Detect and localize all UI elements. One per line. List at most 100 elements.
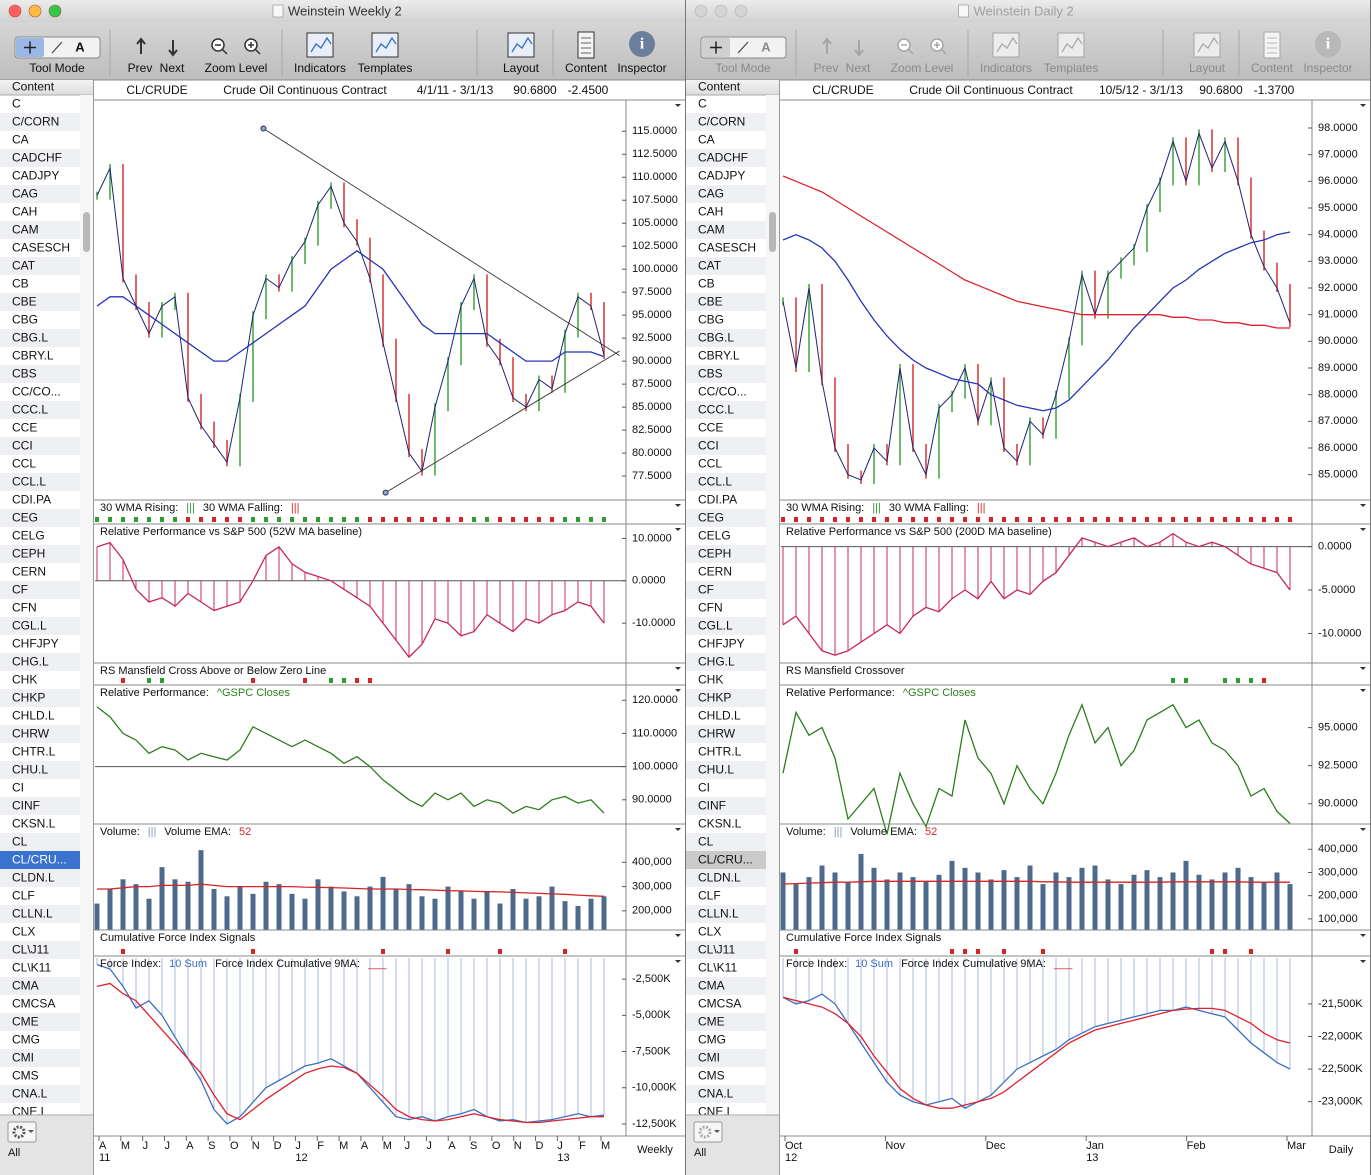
symbol-row[interactable] <box>686 437 766 455</box>
scroll-knob[interactable] <box>769 212 776 252</box>
toolbar-icon[interactable] <box>507 32 535 58</box>
symbol-row[interactable] <box>0 275 80 293</box>
symbol-row[interactable] <box>686 869 766 887</box>
symbol-row[interactable] <box>0 383 80 401</box>
symbol-row[interactable] <box>0 167 80 185</box>
symbol-row[interactable] <box>686 851 766 869</box>
symbol[interactable]: CBS <box>698 367 723 381</box>
toolbar-icon[interactable] <box>1057 32 1085 58</box>
symbol-row[interactable] <box>0 311 80 329</box>
symbol[interactable]: CLX <box>698 925 721 939</box>
symbol[interactable]: CMS <box>12 1069 39 1083</box>
symbol-row[interactable] <box>686 95 766 113</box>
symbol-row[interactable] <box>0 707 80 725</box>
window-button[interactable] <box>28 4 42 18</box>
symbol-row[interactable] <box>686 491 766 509</box>
window-button[interactable] <box>8 4 22 18</box>
toolbar-label[interactable]: Zoom <box>205 61 236 75</box>
symbol-row[interactable] <box>686 797 766 815</box>
symbol-row[interactable] <box>686 1067 766 1085</box>
symbol[interactable]: CEPH <box>12 547 45 561</box>
toolbar-label[interactable]: Level <box>239 61 268 75</box>
symbol[interactable]: CEPH <box>698 547 731 561</box>
symbol[interactable]: CAT <box>12 259 36 273</box>
symbol-row[interactable] <box>0 401 80 419</box>
symbol-row[interactable] <box>0 473 80 491</box>
symbol-row[interactable] <box>686 131 766 149</box>
symbol[interactable]: CBRY.L <box>698 349 740 363</box>
symbol-row[interactable] <box>686 329 766 347</box>
symbol[interactable]: CHKP <box>698 691 731 705</box>
window-button[interactable] <box>694 4 708 18</box>
symbol-row[interactable] <box>0 617 80 635</box>
pane-menu[interactable] <box>1360 504 1366 507</box>
symbol-row[interactable] <box>686 887 766 905</box>
toolbar-label[interactable]: Tool Mode <box>29 61 85 75</box>
toolbar-label[interactable]: Content <box>1251 61 1294 75</box>
symbol-row[interactable] <box>686 275 766 293</box>
pane-menu[interactable] <box>1360 104 1366 107</box>
symbol-row[interactable] <box>686 167 766 185</box>
symbol[interactable]: CERN <box>698 565 732 579</box>
symbol-row[interactable] <box>0 725 80 743</box>
symbol[interactable]: CBE <box>698 295 723 309</box>
symbol-row[interactable] <box>0 113 80 131</box>
symbol[interactable]: CNA.L <box>698 1087 734 1101</box>
symbol[interactable]: CLLN.L <box>12 907 53 921</box>
symbol[interactable]: CB <box>698 277 715 291</box>
symbol-row[interactable] <box>686 977 766 995</box>
tool-mode-control[interactable]: A <box>700 36 787 59</box>
symbol[interactable]: CEG <box>698 511 724 525</box>
symbol[interactable]: CMI <box>698 1051 720 1065</box>
symbol[interactable]: CBS <box>12 367 37 381</box>
pane-menu[interactable] <box>675 104 681 107</box>
symbol-row[interactable] <box>686 1031 766 1049</box>
symbol[interactable]: CDI.PA <box>12 493 51 507</box>
symbol-row[interactable] <box>686 293 766 311</box>
symbol[interactable]: CL\K11 <box>698 961 737 975</box>
symbol-row[interactable] <box>0 995 80 1013</box>
symbol-row[interactable] <box>0 185 80 203</box>
symbol[interactable]: CLDN.L <box>698 871 741 885</box>
symbol-row[interactable] <box>0 815 80 833</box>
symbol[interactable]: CGL.L <box>12 619 47 633</box>
symbol-row[interactable] <box>0 833 80 851</box>
symbol[interactable]: CF <box>698 583 714 597</box>
toolbar-label[interactable]: Indicators <box>294 61 346 75</box>
symbol-row[interactable] <box>0 419 80 437</box>
content-icon[interactable] <box>577 31 595 59</box>
pane-menu[interactable] <box>675 689 681 692</box>
toolbar-icon[interactable] <box>371 32 399 58</box>
symbol[interactable]: CERN <box>12 565 46 579</box>
symbol[interactable]: C <box>12 97 21 111</box>
symbol-row[interactable] <box>686 1013 766 1031</box>
symbol[interactable]: CNA.L <box>12 1087 48 1101</box>
symbol[interactable]: CHG.L <box>12 655 49 669</box>
symbol[interactable]: CAG <box>12 187 38 201</box>
symbol-row[interactable] <box>686 581 766 599</box>
symbol-row[interactable] <box>686 257 766 275</box>
symbol[interactable]: CHRW <box>12 727 50 741</box>
symbol[interactable]: CI <box>698 781 710 795</box>
toolbar-icon[interactable] <box>306 32 334 58</box>
symbol-row[interactable] <box>686 923 766 941</box>
symbol-row[interactable] <box>686 527 766 545</box>
symbol[interactable]: CAG <box>698 187 724 201</box>
toolbar-label[interactable]: Layout <box>1189 61 1226 75</box>
symbol-row[interactable] <box>0 1031 80 1049</box>
toolbar-icon[interactable] <box>992 32 1020 58</box>
symbol[interactable]: C <box>698 97 707 111</box>
toolbar-label[interactable]: Prev <box>128 61 153 75</box>
symbol[interactable]: CBG.L <box>12 331 48 345</box>
symbol[interactable]: CL\J11 <box>698 943 735 957</box>
pane-menu[interactable] <box>1360 689 1366 692</box>
toolbar-label[interactable]: Level <box>925 61 954 75</box>
symbol-row[interactable] <box>0 293 80 311</box>
scroll-knob[interactable] <box>83 212 90 252</box>
symbol-row[interactable] <box>0 761 80 779</box>
toolbar-label[interactable]: Templates <box>1044 61 1099 75</box>
toolbar-label[interactable]: Inspector <box>617 61 666 75</box>
symbol-row[interactable] <box>0 977 80 995</box>
window-button[interactable] <box>48 4 62 18</box>
symbol[interactable]: CADCHF <box>12 151 62 165</box>
